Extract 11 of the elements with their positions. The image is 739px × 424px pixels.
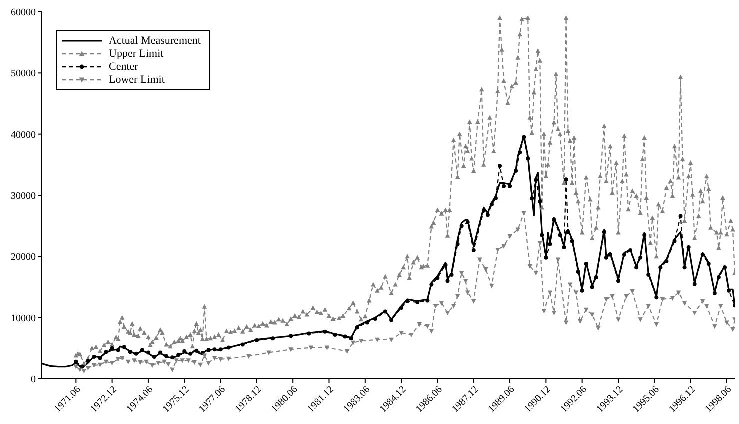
y-tick-label: 20000: [11, 252, 36, 264]
legend-label: Lower Limit: [109, 74, 165, 86]
legend-label: Actual Measurement: [109, 34, 201, 46]
y-tick-label: 50000: [11, 68, 36, 80]
legend-label: Center: [109, 60, 138, 72]
y-tick-label: 60000: [11, 8, 36, 19]
y-tick-label: 30000: [11, 191, 36, 202]
legend-label: Upper Limit: [109, 48, 164, 60]
y-tick-label: 0: [31, 374, 36, 386]
y-tick-label: 40000: [11, 130, 36, 141]
y-tick-label: 10000: [11, 313, 36, 324]
